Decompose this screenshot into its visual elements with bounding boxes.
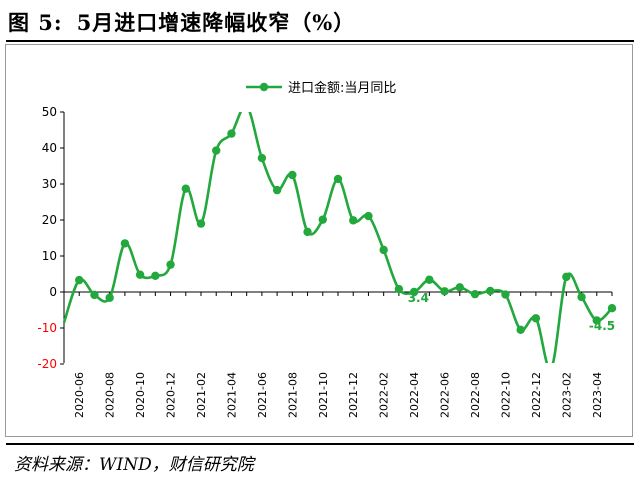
data-point xyxy=(318,215,327,224)
figure-title: 图 5: 5月进口增速降幅收窄（%） xyxy=(8,8,355,38)
data-point xyxy=(196,219,206,228)
y-tick-label: -10 xyxy=(37,321,57,335)
data-point xyxy=(349,216,358,225)
data-point xyxy=(455,283,464,292)
y-tick-label: 20 xyxy=(42,213,57,227)
data-label: -4.5 xyxy=(589,319,615,333)
data-point xyxy=(75,275,84,285)
x-tick-label: 2023-04 xyxy=(591,372,604,418)
data-point xyxy=(592,316,601,325)
data-point xyxy=(135,270,145,279)
data-point xyxy=(288,170,297,180)
data-point xyxy=(440,287,449,296)
x-tick-label: 2022-08 xyxy=(469,372,482,418)
figure-title-text: 5月进口增速降幅收窄（%） xyxy=(76,10,356,35)
data-point xyxy=(227,129,236,138)
y-tick-label: 50 xyxy=(42,105,57,119)
x-tick-label: 2022-04 xyxy=(408,372,421,418)
data-point xyxy=(486,286,495,296)
source-note: 资料来源：WIND，财信研究院 xyxy=(14,455,254,475)
data-point xyxy=(577,292,586,302)
x-tick-label: 2021-04 xyxy=(225,372,238,418)
x-tick-label: 2020-06 xyxy=(73,372,86,418)
data-label: 3.4 xyxy=(408,291,429,305)
data-point xyxy=(394,284,404,294)
data-point xyxy=(379,245,388,255)
y-tick-label: -20 xyxy=(37,357,57,371)
data-point xyxy=(181,184,190,193)
bottom-rule xyxy=(6,443,634,445)
legend-label: 进口金额:当月同比 xyxy=(288,80,396,96)
data-point xyxy=(333,174,343,184)
series-line xyxy=(62,112,613,363)
x-tick-label: 2020-10 xyxy=(134,372,147,418)
data-point xyxy=(409,287,419,297)
data-point xyxy=(607,304,617,313)
x-tick-label: 2020-08 xyxy=(104,372,117,418)
data-point xyxy=(151,271,160,280)
data-point xyxy=(531,314,541,323)
data-point xyxy=(120,239,130,248)
y-tick-label: 0 xyxy=(49,285,57,299)
data-point xyxy=(257,153,267,163)
x-tick-label: 2021-10 xyxy=(317,372,330,418)
x-tick-label: 2020-12 xyxy=(165,372,178,418)
x-tick-label: 2022-10 xyxy=(499,372,512,418)
data-point xyxy=(516,325,525,334)
x-tick-label: 2023-02 xyxy=(560,372,573,418)
y-tick-label: 10 xyxy=(42,249,57,263)
data-point xyxy=(501,290,510,299)
x-tick-label: 2021-08 xyxy=(286,372,299,418)
top-rule xyxy=(6,40,634,42)
x-tick-label: 2022-12 xyxy=(530,372,543,418)
data-point xyxy=(470,289,480,299)
x-tick-label: 2022-06 xyxy=(439,372,452,418)
data-point xyxy=(303,227,312,237)
y-tick-label: 40 xyxy=(42,141,57,155)
data-point xyxy=(166,260,175,269)
x-tick-label: 2021-12 xyxy=(347,372,360,418)
chart-frame xyxy=(5,44,633,437)
x-tick-label: 2021-02 xyxy=(195,372,208,418)
data-point xyxy=(425,275,434,284)
data-point xyxy=(105,293,114,302)
y-tick-label: 30 xyxy=(42,177,57,191)
figure-number: 图 5: xyxy=(8,10,63,35)
data-point xyxy=(364,211,373,221)
data-point xyxy=(272,185,282,195)
legend-marker xyxy=(259,82,269,92)
data-point xyxy=(562,272,571,282)
data-point xyxy=(90,290,99,300)
data-point xyxy=(212,146,221,155)
x-tick-label: 2021-06 xyxy=(256,372,269,418)
x-tick-label: 2022-02 xyxy=(378,372,391,418)
